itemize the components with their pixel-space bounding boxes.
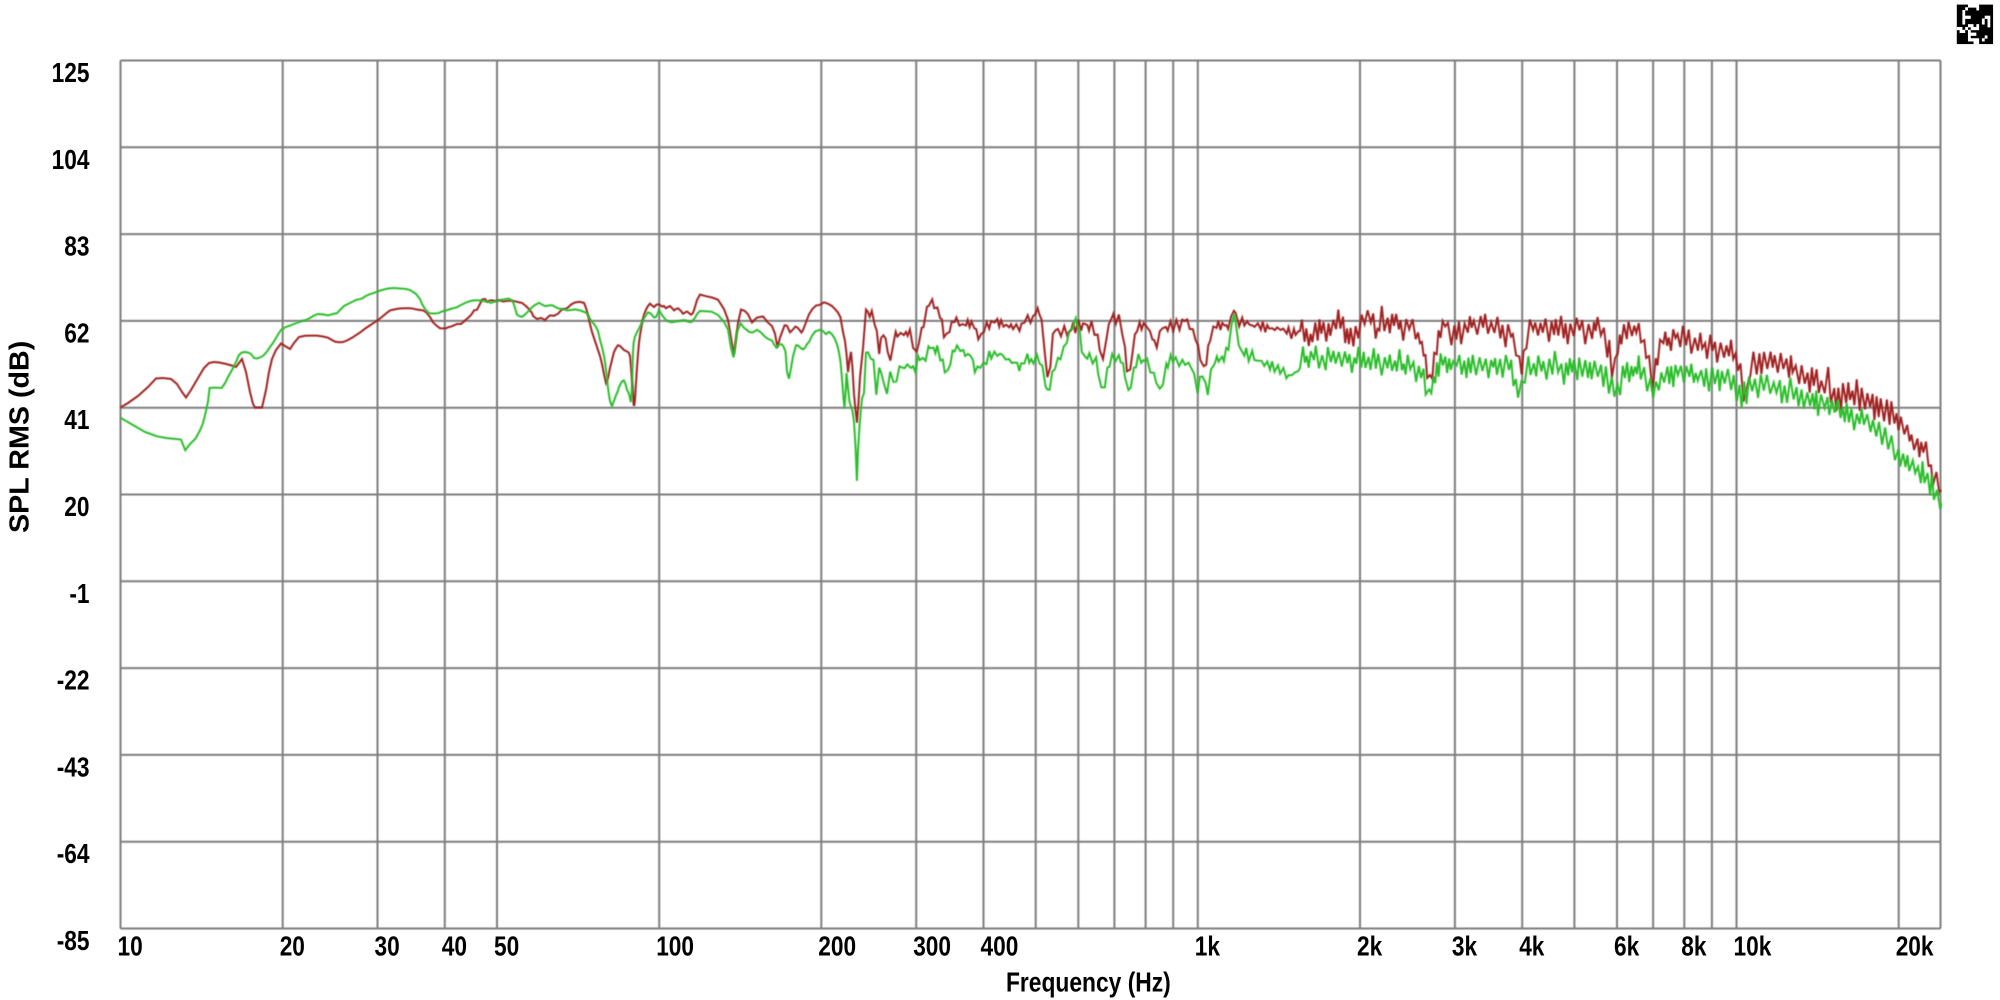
svg-text:83: 83 [64, 231, 89, 262]
svg-text:20k: 20k [1896, 931, 1935, 962]
svg-text:3k: 3k [1452, 931, 1478, 962]
svg-text:10k: 10k [1734, 931, 1773, 962]
svg-text:-43: -43 [57, 752, 90, 783]
svg-text:200: 200 [818, 931, 856, 962]
svg-text:8k: 8k [1681, 931, 1707, 962]
svg-text:125: 125 [52, 58, 90, 89]
svg-text:-64: -64 [57, 839, 91, 870]
svg-text:104: 104 [52, 145, 91, 176]
svg-text:6k: 6k [1614, 931, 1640, 962]
svg-text:-1: -1 [69, 579, 89, 610]
svg-text:41: 41 [64, 405, 89, 436]
svg-text:30: 30 [375, 931, 400, 962]
svg-text:100: 100 [656, 931, 694, 962]
svg-text:SPL RMS (dB): SPL RMS (dB) [4, 341, 36, 533]
svg-text:-85: -85 [57, 926, 90, 957]
svg-text:10: 10 [118, 931, 143, 962]
svg-text:400: 400 [981, 931, 1019, 962]
svg-text:1k: 1k [1195, 931, 1221, 962]
svg-text:-22: -22 [57, 665, 90, 696]
svg-text:62: 62 [64, 318, 89, 349]
svg-text:2k: 2k [1357, 931, 1383, 962]
svg-text:300: 300 [913, 931, 951, 962]
svg-text:20: 20 [280, 931, 305, 962]
svg-text:Frequency (Hz): Frequency (Hz) [1006, 967, 1171, 998]
svg-text:50: 50 [494, 931, 519, 962]
svg-text:4k: 4k [1519, 931, 1545, 962]
svg-text:20: 20 [64, 492, 89, 523]
svg-text:40: 40 [442, 931, 467, 962]
